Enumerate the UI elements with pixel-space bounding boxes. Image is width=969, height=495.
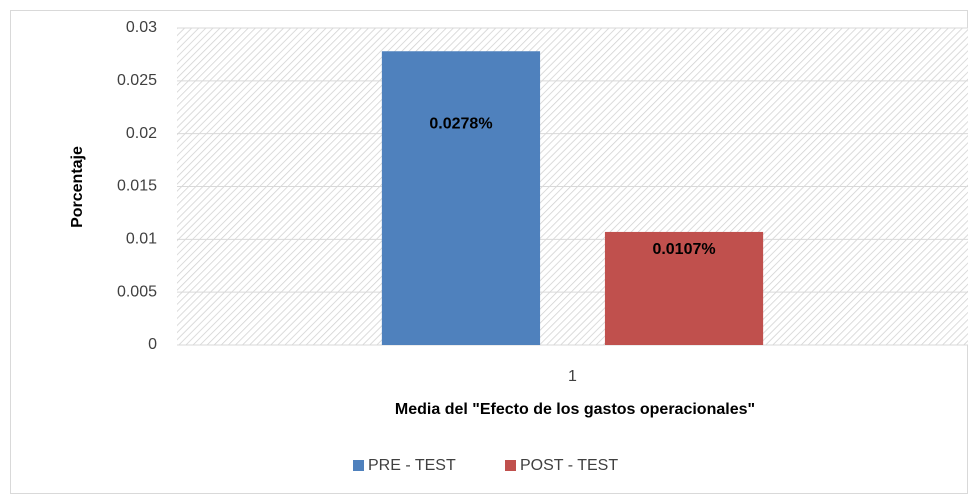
bar [604,231,764,345]
y-tick-label: 0.03 [126,19,157,36]
y-tick-label: 0.025 [117,72,157,89]
x-tick-label: 1 [568,368,577,385]
y-tick-label: 0.02 [126,125,157,142]
legend-label: PRE - TEST [368,457,456,474]
y-tick-label: 0 [148,336,157,353]
bar [381,51,541,345]
y-tick-label: 0.01 [126,231,157,248]
y-tick-label: 0.015 [117,178,157,195]
legend-swatch [505,460,516,471]
y-axis-title: Porcentaje [69,146,86,228]
legend-label: POST - TEST [520,457,618,474]
data-label: 0.0278% [429,115,492,132]
legend-swatch [353,460,364,471]
y-tick-label: 0.005 [117,283,157,300]
data-label: 0.0107% [652,241,715,258]
x-axis-title: Media del "Efecto de los gastos operacio… [395,401,755,418]
